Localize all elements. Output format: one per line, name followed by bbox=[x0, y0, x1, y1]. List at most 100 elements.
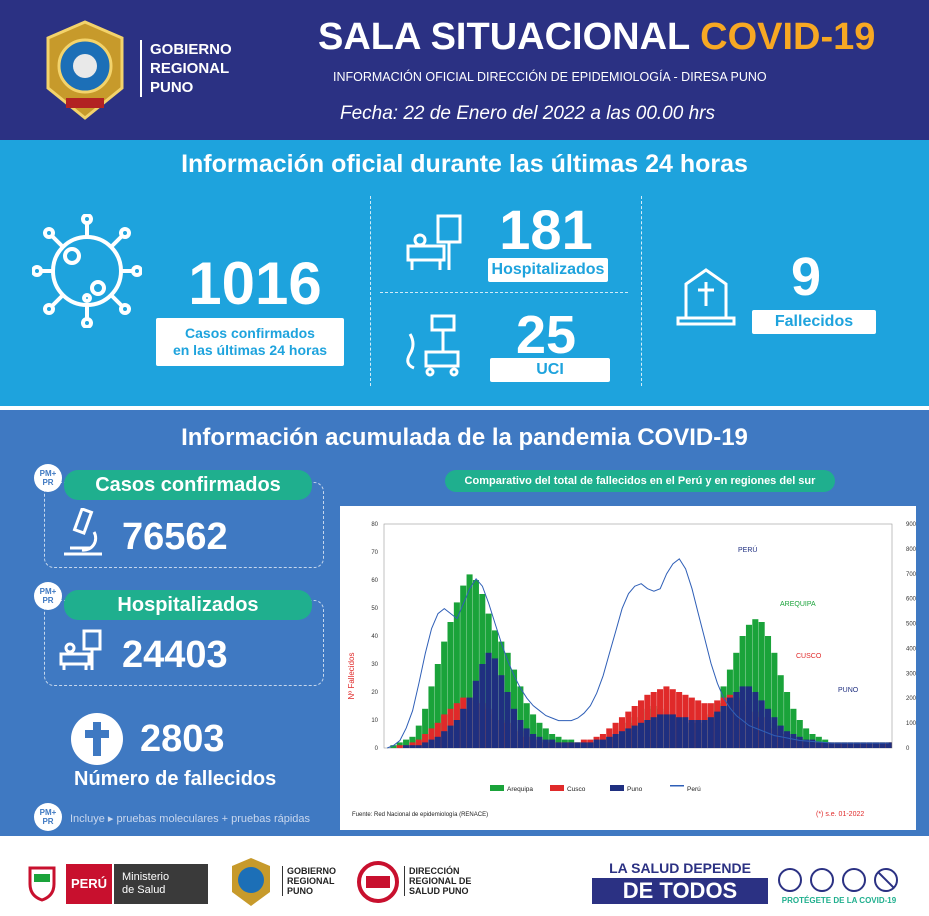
y2-tick-label: 100 bbox=[906, 721, 916, 727]
hospitalized-24h-label: Hospitalizados bbox=[488, 258, 608, 282]
diresa-line: DIRECCIÓN bbox=[409, 866, 460, 876]
bar-puno bbox=[663, 714, 670, 748]
bar-puno bbox=[695, 720, 702, 748]
pmpr-badge: PM+ PR bbox=[34, 464, 62, 492]
bar-puno bbox=[796, 736, 803, 748]
slogan-bottom: PROTÉGETE DE LA COVID-19 bbox=[781, 896, 897, 905]
y-tick-label: 10 bbox=[371, 718, 378, 724]
report-date: Fecha: 22 de Enero del 2022 a las 00.00 … bbox=[340, 103, 715, 124]
bar-puno bbox=[669, 714, 676, 748]
bar-puno bbox=[447, 725, 454, 748]
bar-puno bbox=[803, 739, 810, 748]
acc-hospitalized-label: Hospitalizados bbox=[64, 590, 312, 620]
slogan-top: LA SALUD DEPENDE bbox=[609, 860, 751, 876]
bar-puno bbox=[815, 742, 822, 748]
slogan-block: LA SALUD DEPENDE DE TODOS bbox=[592, 860, 768, 904]
tombstone-icon bbox=[676, 268, 736, 326]
bar-puno bbox=[618, 731, 625, 748]
bar-puno bbox=[428, 739, 435, 748]
org-name-line: GOBIERNO bbox=[150, 41, 232, 58]
bar-arequipa bbox=[796, 720, 803, 748]
y2-tick-label: 0 bbox=[906, 746, 910, 752]
bar-puno bbox=[752, 692, 759, 748]
y-tick-label: 80 bbox=[371, 522, 378, 528]
bar-puno bbox=[879, 742, 886, 748]
prevention-icons bbox=[778, 868, 898, 892]
confirmed-24h-value: 1016 bbox=[188, 250, 322, 317]
bar-cusco bbox=[396, 745, 403, 748]
org-name: GOBIERNO REGIONAL PUNO bbox=[140, 40, 260, 97]
bar-puno bbox=[415, 745, 422, 748]
org-name-line: REGIONAL bbox=[150, 60, 230, 77]
y2-tick-label: 800 bbox=[906, 547, 916, 553]
bar-puno bbox=[885, 742, 892, 748]
bar-puno bbox=[523, 728, 530, 748]
chart-title: Comparativo del total de fallecidos en e… bbox=[445, 470, 835, 492]
y-tick-label: 40 bbox=[371, 634, 378, 640]
confirmed-24h-label: Casos confirmados en las últimas 24 hora… bbox=[156, 318, 344, 366]
pmpr-badge: PM+ PR bbox=[34, 803, 62, 831]
bar-cusco bbox=[422, 734, 429, 748]
bar-puno bbox=[847, 742, 854, 748]
chart-ylabel: Nº Fallecidos bbox=[347, 653, 356, 700]
deaths-24h-value: 9 bbox=[790, 247, 822, 307]
bar-cusco bbox=[434, 722, 441, 748]
header-bar bbox=[0, 0, 929, 140]
bar-puno bbox=[676, 717, 683, 748]
bar-arequipa bbox=[390, 745, 397, 748]
bar-puno bbox=[631, 725, 638, 748]
bar-puno bbox=[422, 742, 429, 748]
acc-confirmed-label: Casos confirmados bbox=[64, 470, 312, 500]
bar-puno bbox=[409, 745, 416, 748]
bar-puno bbox=[644, 720, 651, 748]
pmpr-badge: PM+ PR bbox=[34, 582, 62, 610]
bar-arequipa bbox=[441, 641, 448, 748]
bar-puno bbox=[771, 717, 778, 748]
bar-puno bbox=[599, 739, 606, 748]
bar-arequipa bbox=[790, 708, 797, 748]
annotation-peru: PERÚ bbox=[738, 545, 757, 554]
page-subtitle: INFORMACIÓN OFICIAL DIRECCIÓN DE EPIDEMI… bbox=[333, 70, 767, 84]
divider bbox=[380, 292, 628, 293]
bar-arequipa bbox=[758, 622, 765, 748]
bar-puno bbox=[733, 692, 740, 748]
bar-puno bbox=[403, 745, 410, 748]
label-line: en las últimas 24 horas bbox=[172, 342, 328, 358]
bar-puno bbox=[498, 675, 505, 748]
bar-puno bbox=[860, 742, 867, 748]
bar-puno bbox=[872, 742, 879, 748]
diresa-logo-icon bbox=[357, 861, 399, 903]
annotation-puno: PUNO bbox=[838, 687, 859, 694]
bar-puno bbox=[434, 736, 441, 748]
bar-arequipa bbox=[472, 580, 479, 748]
gob-line: GOBIERNO bbox=[287, 866, 337, 876]
bar-arequipa bbox=[523, 703, 530, 748]
bar-puno bbox=[530, 734, 537, 748]
divider bbox=[641, 196, 642, 386]
accumulated-title: Información acumulada de la pandemia COV… bbox=[181, 424, 748, 451]
bar-puno bbox=[841, 742, 848, 748]
peru-coat-of-arms-icon bbox=[28, 866, 56, 902]
y2-tick-label: 700 bbox=[906, 572, 916, 578]
deaths-24h-label: Fallecidos bbox=[752, 310, 876, 334]
bar-puno bbox=[682, 717, 689, 748]
bar-puno bbox=[441, 731, 448, 748]
pmpr-badge-text: PM+ PR bbox=[39, 469, 57, 487]
bar-puno bbox=[580, 742, 587, 748]
bar-puno bbox=[625, 728, 632, 748]
y2-tick-label: 500 bbox=[906, 622, 916, 628]
bar-puno bbox=[739, 686, 746, 748]
bar-puno bbox=[822, 742, 829, 748]
bar-cusco bbox=[415, 739, 422, 748]
footer-gob-text: GOBIERNO REGIONAL PUNO bbox=[282, 866, 352, 896]
bar-puno bbox=[790, 734, 797, 748]
gob-line: PUNO bbox=[287, 886, 314, 896]
icu-24h-value: 25 bbox=[515, 305, 577, 365]
bar-arequipa bbox=[511, 669, 518, 748]
y2-tick-label: 300 bbox=[906, 671, 916, 677]
bar-puno bbox=[549, 739, 556, 748]
bar-puno bbox=[485, 652, 492, 748]
slogan-main: DE TODOS bbox=[592, 878, 768, 904]
ministry-line: Ministerio bbox=[122, 871, 170, 883]
virus-icon bbox=[32, 214, 142, 328]
